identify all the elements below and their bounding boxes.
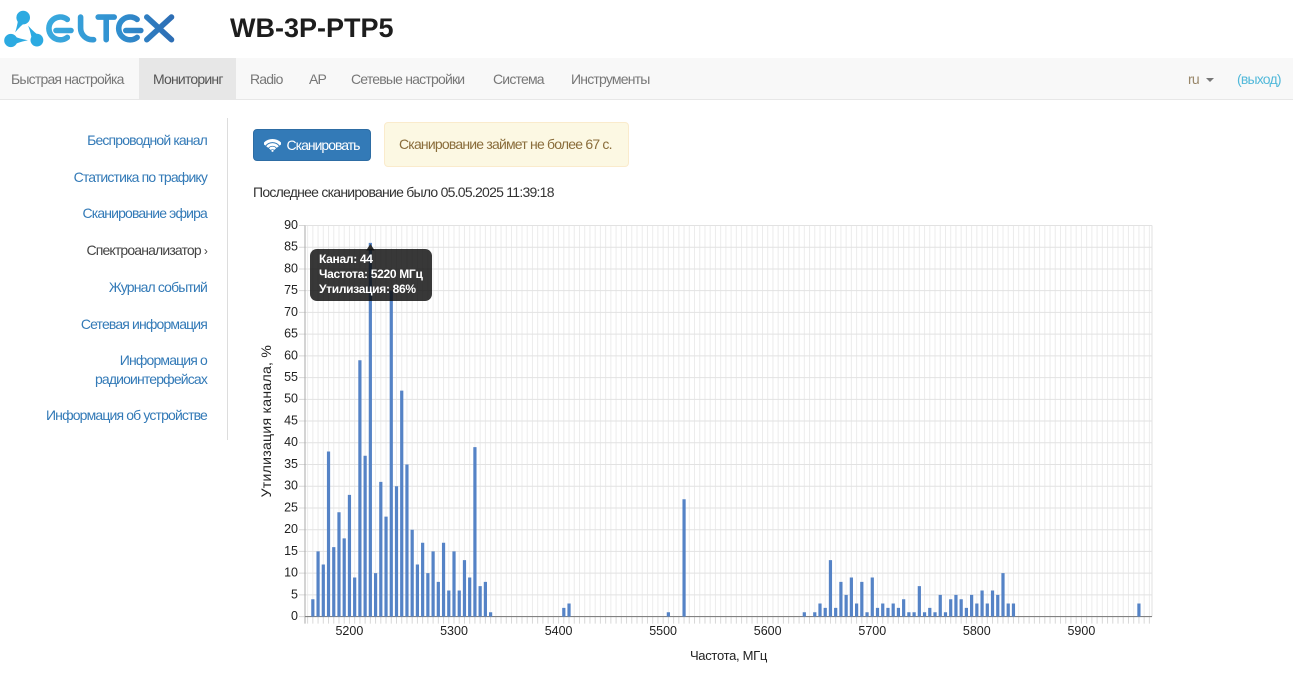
- svg-text:20: 20: [284, 522, 298, 536]
- svg-text:5600: 5600: [754, 624, 782, 638]
- svg-text:80: 80: [284, 261, 298, 275]
- svg-text:Частота, МГц: Частота, МГц: [690, 648, 768, 663]
- svg-text:90: 90: [284, 218, 298, 232]
- svg-text:30: 30: [284, 479, 298, 493]
- svg-text:0: 0: [291, 609, 298, 623]
- svg-text:25: 25: [284, 500, 298, 514]
- svg-text:10: 10: [284, 566, 298, 580]
- svg-text:50: 50: [284, 392, 298, 406]
- svg-text:85: 85: [284, 240, 298, 254]
- svg-text:40: 40: [284, 435, 298, 449]
- svg-text:35: 35: [284, 457, 298, 471]
- svg-text:5: 5: [291, 587, 298, 601]
- svg-text:55: 55: [284, 370, 298, 384]
- svg-text:70: 70: [284, 305, 298, 319]
- svg-text:45: 45: [284, 413, 298, 427]
- svg-text:5200: 5200: [335, 624, 363, 638]
- svg-text:5500: 5500: [649, 624, 677, 638]
- svg-text:75: 75: [284, 283, 298, 297]
- svg-text:60: 60: [284, 348, 298, 362]
- svg-text:5400: 5400: [545, 624, 573, 638]
- svg-text:5300: 5300: [440, 624, 468, 638]
- svg-text:5900: 5900: [1067, 624, 1095, 638]
- svg-text:5800: 5800: [963, 624, 991, 638]
- svg-text:Утилизация канала, %: Утилизация канала, %: [258, 345, 274, 498]
- svg-text:65: 65: [284, 327, 298, 341]
- svg-text:15: 15: [284, 544, 298, 558]
- svg-text:5700: 5700: [858, 624, 886, 638]
